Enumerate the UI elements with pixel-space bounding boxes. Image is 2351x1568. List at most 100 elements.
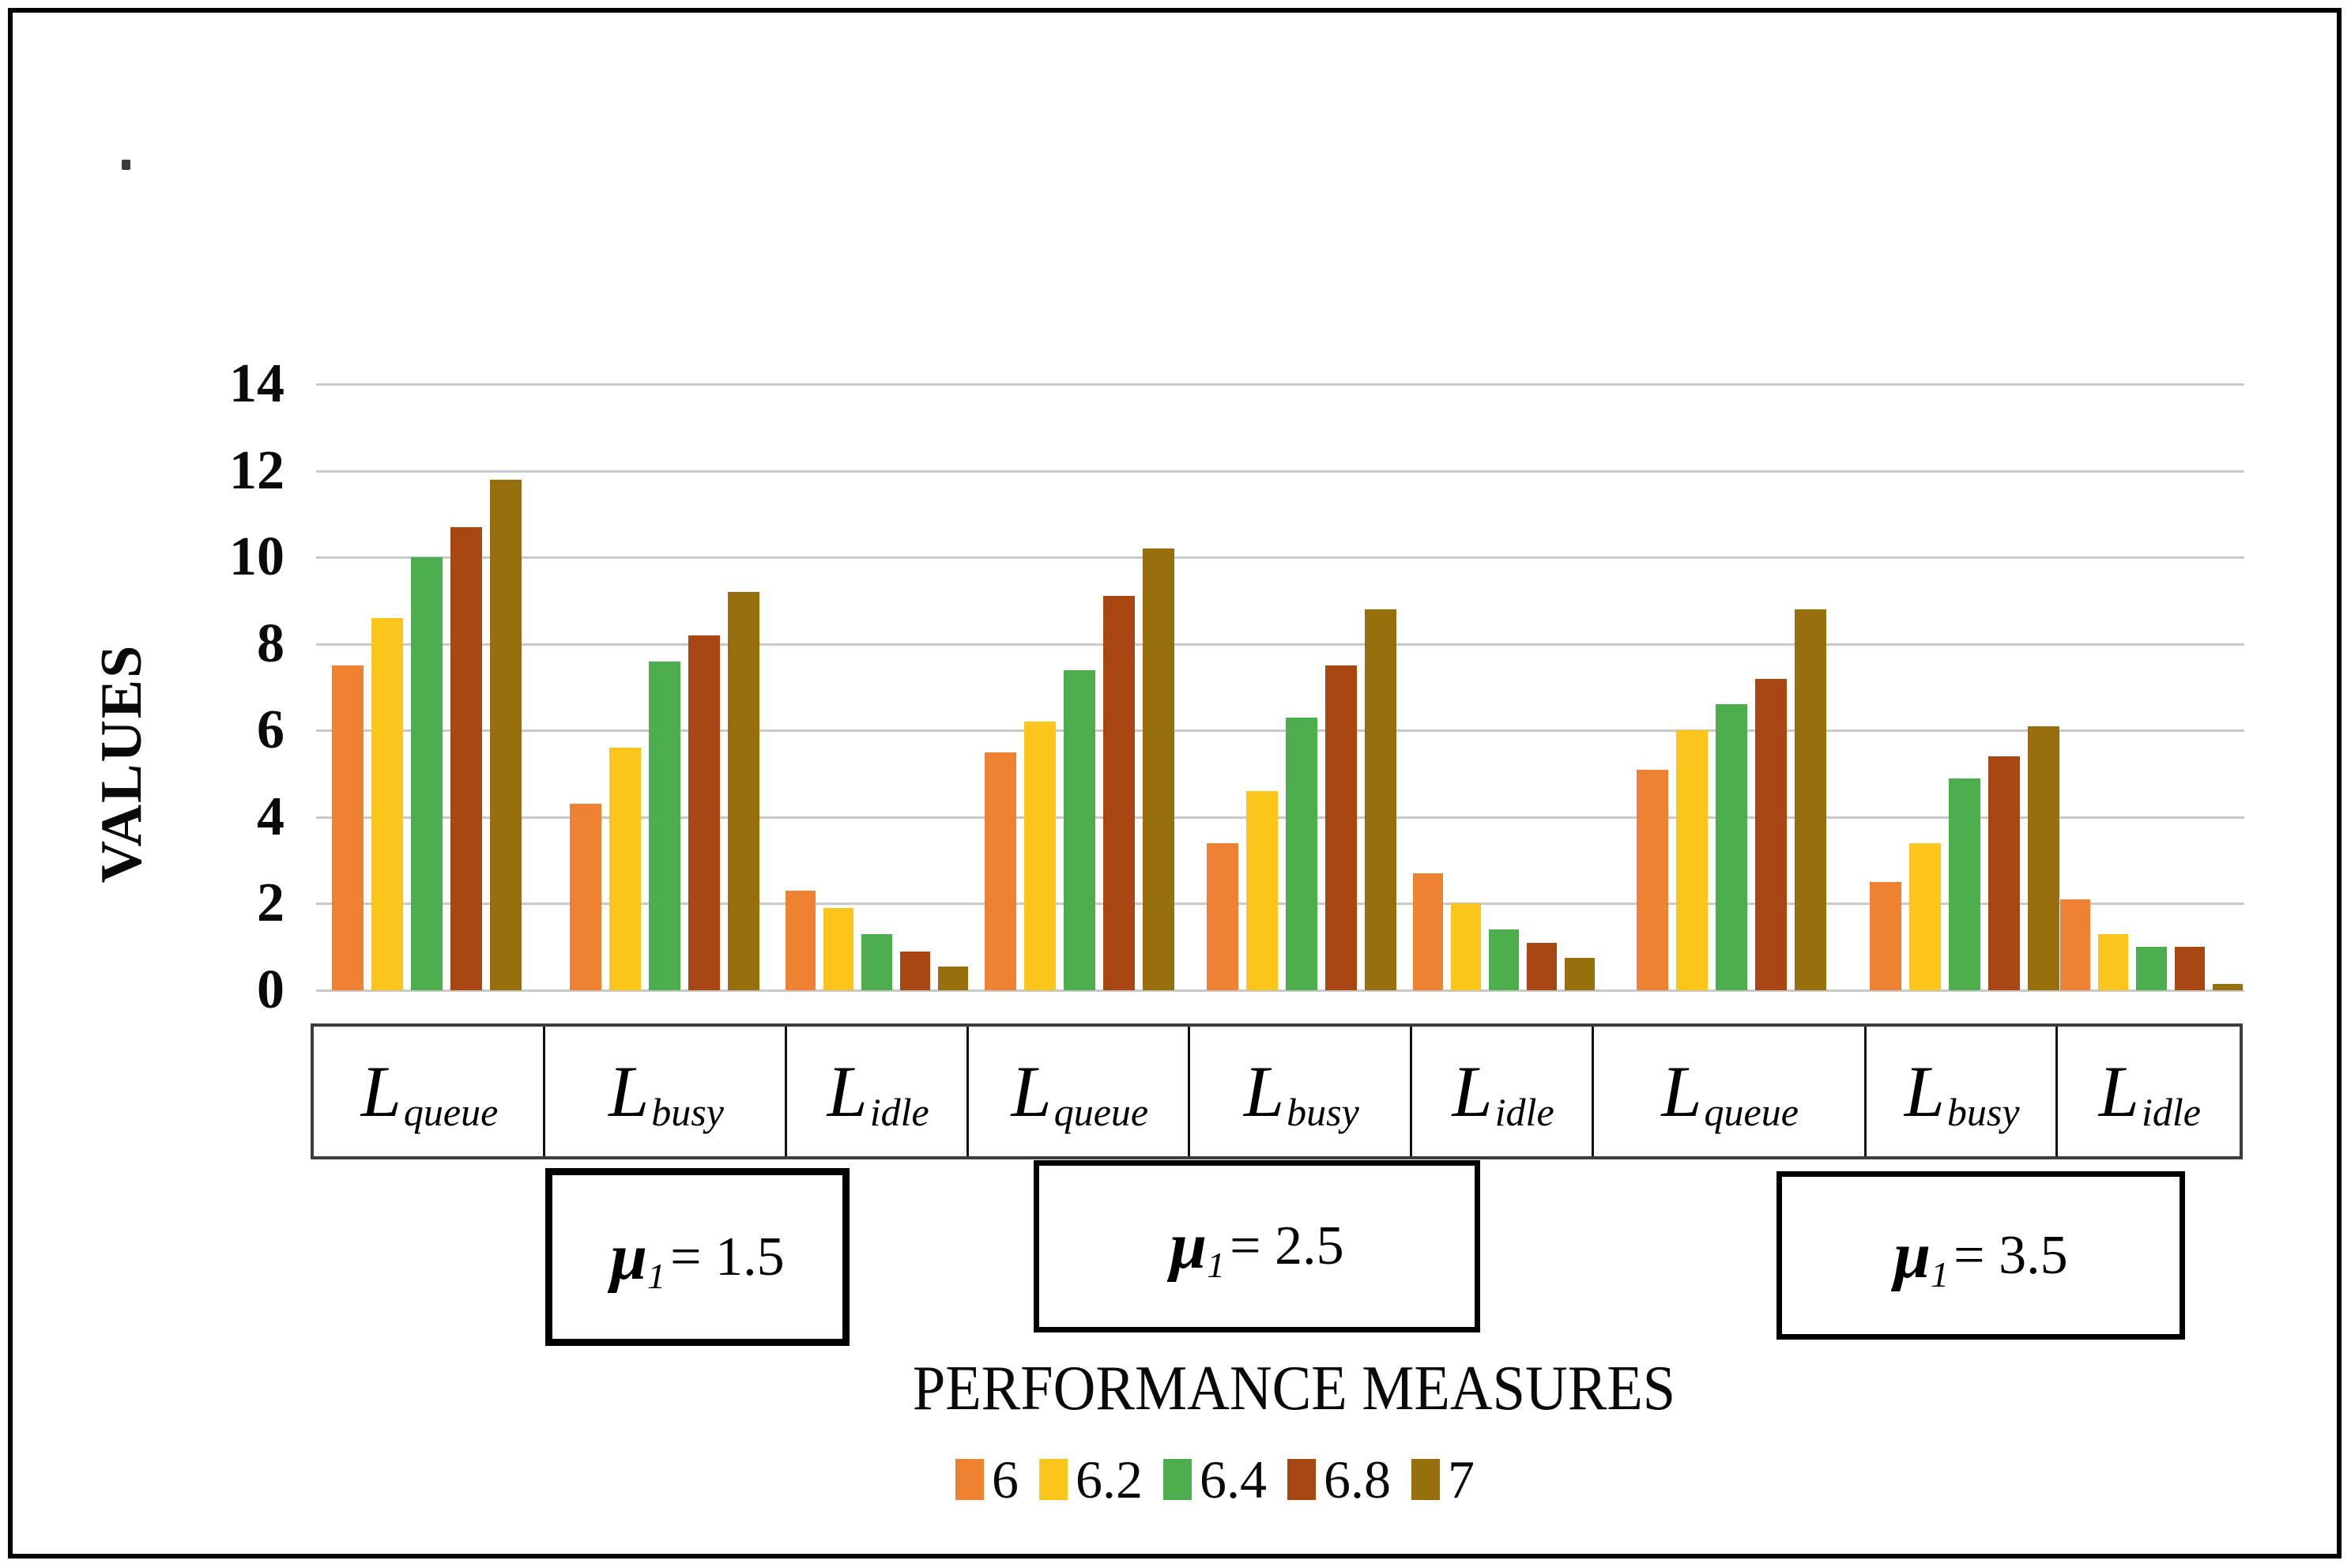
bar-series-6.4 [1489, 929, 1519, 990]
bar-series-7 [937, 967, 969, 990]
bar-series-7 [1795, 609, 1826, 990]
legend-label-7: 7 [1448, 1449, 1475, 1510]
gridline-y0 [316, 989, 2244, 992]
y-tick-label-6: 6 [257, 699, 284, 761]
group-label-box-1: μ 1 = 1.5 [545, 1168, 850, 1346]
bar-series-6.4 [1063, 670, 1095, 990]
bar-series-6.2 [2098, 934, 2129, 990]
gridline-y14 [316, 383, 2244, 386]
bar-series-6 [1637, 770, 1668, 990]
bar-series-6.4 [1716, 704, 1747, 990]
mu-subscript: 1 [1931, 1253, 1950, 1295]
mu-value: = 3.5 [1954, 1224, 2068, 1286]
bar-series-6.2 [608, 748, 641, 990]
category-label-base: L [1011, 1051, 1052, 1132]
bar-series-6.8 [450, 527, 482, 990]
x-axis-title: PERFORMANCE MEASURES [912, 1354, 1676, 1423]
bar-series-6.2 [1451, 903, 1481, 990]
legend-label-6: 6 [992, 1449, 1019, 1510]
bar-series-7 [1365, 609, 1396, 990]
legend-label-6.8: 6.8 [1324, 1449, 1391, 1510]
category-label-base: L [1661, 1051, 1702, 1132]
category-label-subscript: idle [869, 1090, 929, 1134]
bar-series-6.4 [1948, 778, 1980, 990]
legend-item-6.8: 6.8 [1287, 1453, 1391, 1506]
bar-series-6 [2060, 899, 2091, 990]
category-label-base: L [827, 1051, 868, 1132]
bar-series-6.4 [861, 934, 892, 990]
y-tick-label-4: 4 [257, 786, 284, 847]
y-tick-label-12: 12 [229, 439, 284, 501]
category-label-base: L [360, 1051, 401, 1132]
category-label-base: L [1243, 1051, 1285, 1132]
bar-series-7 [727, 592, 759, 990]
gridline-y4 [316, 816, 2244, 819]
bar-series-6 [984, 752, 1016, 990]
legend-swatch-6 [955, 1459, 984, 1500]
group-label-box-2: μ 1 = 2.5 [1034, 1160, 1480, 1332]
bar-series-6 [1869, 882, 1901, 990]
mu-symbol: μ [1893, 1218, 1931, 1292]
bar-series-6.2 [1246, 791, 1278, 990]
bar-series-6.4 [648, 662, 680, 990]
bar-cluster-busy-group2 [1190, 384, 1413, 990]
bar-series-6 [1207, 843, 1238, 990]
legend-label-6.4: 6.4 [1200, 1449, 1267, 1510]
bar-series-6.4 [1286, 718, 1317, 990]
bar-cluster-queue-group3 [1595, 384, 1868, 990]
category-label-subscript: busy [1287, 1090, 1359, 1134]
bar-series-6.8 [1987, 756, 2020, 990]
gridline-y12 [316, 469, 2244, 473]
bar-series-6.2 [1676, 730, 1708, 990]
bar-series-6.8 [1755, 679, 1787, 990]
legend-item-6: 6 [955, 1453, 1019, 1506]
legend-swatch-7 [1411, 1459, 1440, 1500]
bar-series-6.2 [1908, 843, 1941, 990]
bar-series-6 [332, 665, 364, 990]
legend-label-6.2: 6.2 [1076, 1449, 1143, 1510]
bar-series-6 [569, 804, 601, 990]
bar-series-6.8 [2174, 947, 2205, 990]
bar-cluster-busy-group1 [543, 384, 786, 990]
legend-item-6.4: 6.4 [1163, 1453, 1267, 1506]
bar-series-6.8 [1325, 665, 1357, 990]
gridline-y10 [316, 556, 2244, 560]
legend-swatch-6.8 [1287, 1459, 1316, 1500]
y-tick-label-2: 2 [257, 873, 284, 934]
bar-cluster-idle-group1 [786, 384, 969, 990]
legend-swatch-6.2 [1039, 1459, 1068, 1500]
mu-symbol: μ [610, 1219, 648, 1294]
category-label-base: L [2098, 1051, 2139, 1132]
bar-series-6.8 [1527, 943, 1557, 990]
bar-series-6.2 [371, 618, 403, 990]
legend-item-7: 7 [1411, 1453, 1475, 1506]
category-label-subscript: queue [403, 1090, 499, 1134]
bar-cluster-busy-group3 [1868, 384, 2060, 990]
mu-symbol: μ [1170, 1209, 1208, 1283]
mu-value: = 1.5 [670, 1226, 785, 1287]
bar-series-6.8 [899, 952, 930, 990]
gridline-y6 [316, 729, 2244, 733]
y-tick-label-10: 10 [229, 526, 284, 588]
bar-series-6.4 [2136, 947, 2167, 990]
bar-series-6 [786, 891, 816, 990]
category-label-base: L [608, 1051, 650, 1132]
bar-series-6.4 [411, 557, 443, 990]
category-label-subscript: busy [651, 1090, 724, 1134]
artifact-dot [122, 160, 130, 170]
bar-cluster-queue-group2 [968, 384, 1190, 990]
y-tick-label-14: 14 [229, 353, 284, 414]
bar-series-7 [1565, 958, 1595, 990]
bar-series-6 [1413, 873, 1443, 990]
category-label-subscript: idle [2141, 1090, 2201, 1134]
group-label-box-3: μ 1 = 3.5 [1776, 1171, 2185, 1340]
category-label-subscript: queue [1053, 1090, 1149, 1134]
